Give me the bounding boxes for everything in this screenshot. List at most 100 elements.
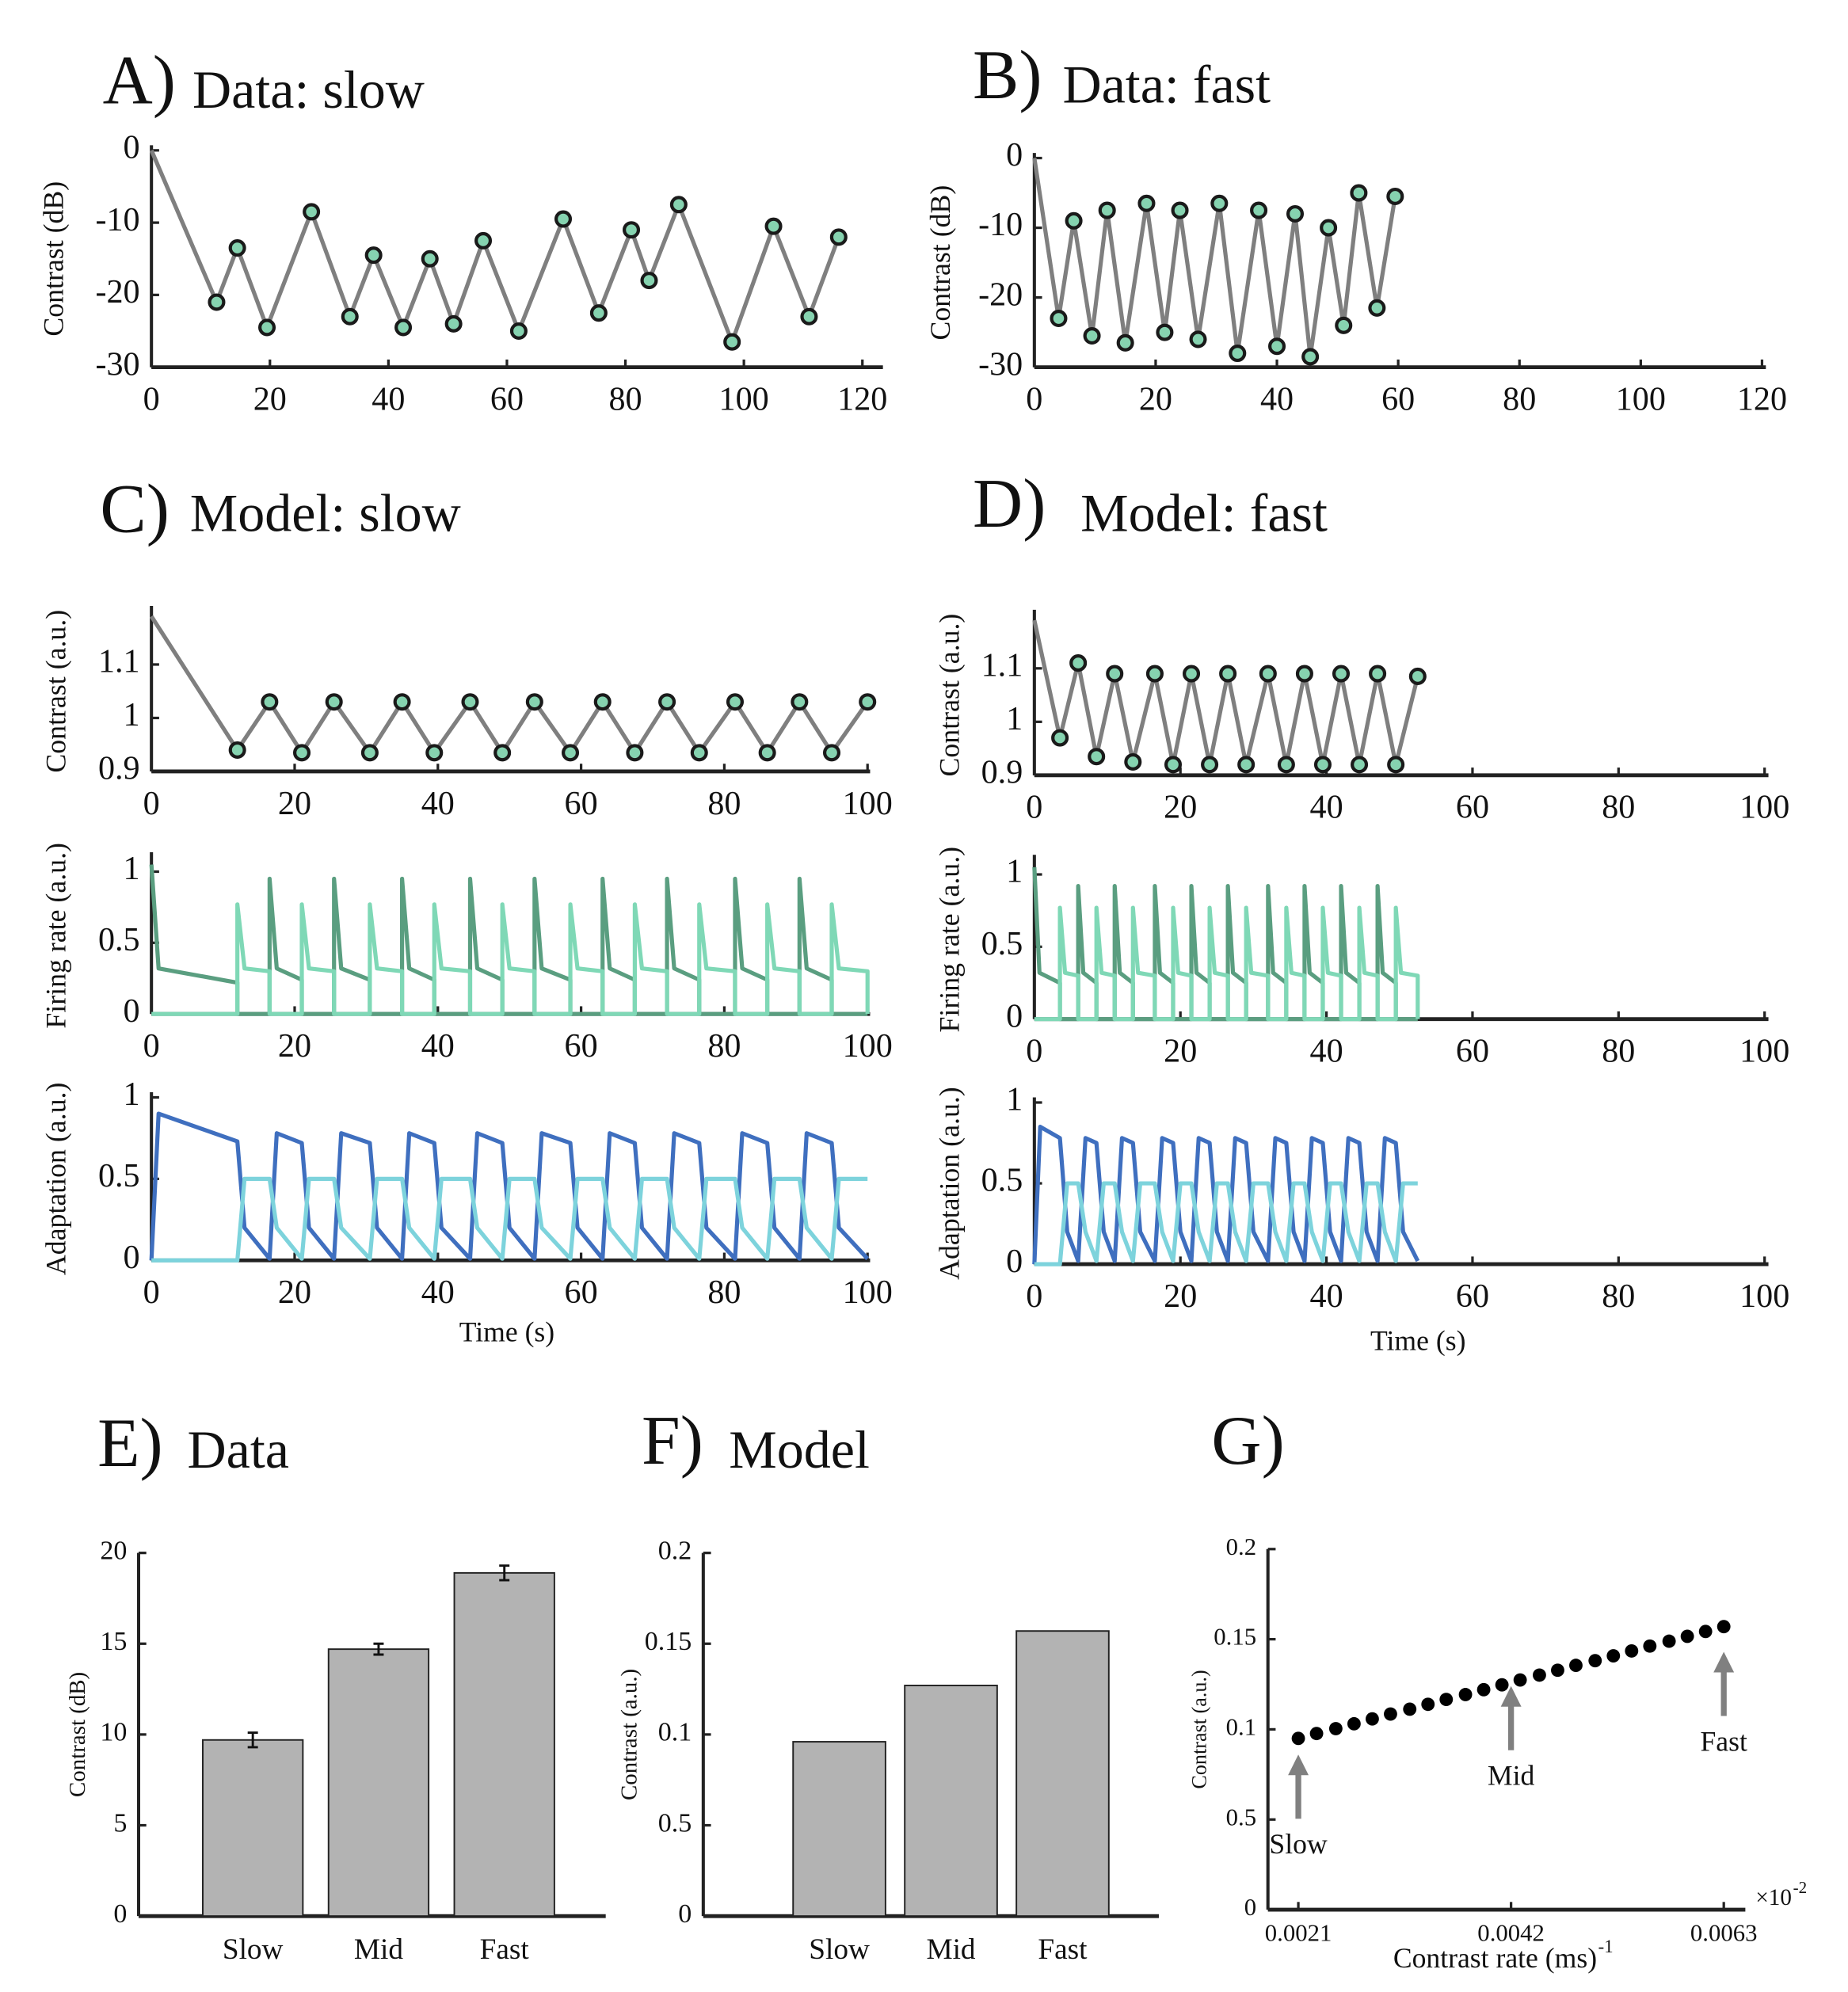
marker bbox=[1369, 665, 1387, 683]
marker bbox=[554, 210, 573, 228]
marker bbox=[1408, 667, 1427, 685]
x-tick-label: 80 bbox=[707, 1274, 741, 1311]
y-tick-label: 10 bbox=[100, 1718, 127, 1747]
x-tick-label: 20 bbox=[278, 1027, 311, 1065]
marker bbox=[474, 231, 493, 249]
bar bbox=[202, 1739, 304, 1918]
x-tick-label: 100 bbox=[1616, 381, 1666, 418]
marker bbox=[791, 693, 809, 711]
marker bbox=[1210, 194, 1229, 212]
marker bbox=[690, 744, 708, 762]
x-tick-label: 0 bbox=[143, 1274, 160, 1311]
bar bbox=[904, 1685, 998, 1918]
x-tick-label: 60 bbox=[565, 1027, 598, 1065]
marker bbox=[758, 744, 776, 762]
y-tick-label: 0.5 bbox=[98, 1157, 140, 1194]
panel-label: E) bbox=[97, 1404, 163, 1481]
marker bbox=[1219, 665, 1237, 683]
marker bbox=[421, 249, 439, 268]
panel-title: Model: slow bbox=[190, 482, 461, 543]
marker bbox=[1069, 654, 1088, 672]
line bbox=[149, 864, 868, 1016]
y-tick-label: 0.2 bbox=[1226, 1533, 1256, 1560]
y-tick-label: -30 bbox=[95, 345, 139, 383]
marker bbox=[1145, 665, 1164, 683]
x-axis-label: Time (s) bbox=[1370, 1325, 1465, 1357]
point bbox=[1698, 1624, 1713, 1639]
marker bbox=[562, 744, 580, 762]
x-tick-label: 40 bbox=[372, 381, 405, 418]
marker bbox=[341, 307, 359, 326]
marker bbox=[1350, 184, 1368, 202]
y-tick-label: 0.2 bbox=[658, 1536, 692, 1565]
y-tick-label: 0.5 bbox=[98, 921, 140, 958]
marker bbox=[1335, 316, 1353, 334]
marker bbox=[1065, 211, 1083, 230]
y-tick-label: -10 bbox=[95, 201, 139, 238]
marker bbox=[658, 693, 676, 711]
marker bbox=[626, 744, 644, 762]
point bbox=[1533, 1668, 1546, 1682]
x-tick-label: 40 bbox=[421, 1274, 455, 1311]
point bbox=[1588, 1654, 1602, 1668]
x-tick-label: 20 bbox=[1164, 1033, 1197, 1070]
x-tick-label: 40 bbox=[1260, 381, 1294, 418]
point bbox=[1717, 1620, 1731, 1634]
x-tick-label: 80 bbox=[1602, 1278, 1635, 1315]
x-multiplier-exponent: -2 bbox=[1793, 1878, 1808, 1897]
marker bbox=[261, 693, 279, 711]
marker bbox=[1250, 201, 1268, 219]
x-tick-label: 20 bbox=[1139, 381, 1172, 418]
x-tick-label: 60 bbox=[490, 381, 524, 418]
marker bbox=[1286, 204, 1305, 223]
annotation-arrowhead bbox=[1713, 1651, 1735, 1673]
y-tick-label: 0 bbox=[1006, 997, 1023, 1034]
marker bbox=[859, 693, 877, 711]
marker bbox=[800, 307, 818, 326]
y-axis-label: Contrast (a.u.) bbox=[933, 614, 965, 777]
marker bbox=[1088, 748, 1106, 766]
x-tick-label: 0 bbox=[143, 785, 160, 822]
y-tick-label: 0.5 bbox=[981, 925, 1023, 962]
panel-title: Model: fast bbox=[1080, 482, 1328, 543]
point bbox=[1439, 1693, 1454, 1707]
panel-title: Model bbox=[729, 1419, 870, 1480]
marker bbox=[394, 318, 413, 337]
x-axis-label-exponent: -1 bbox=[1598, 1937, 1614, 1956]
x-tick-label: Mid bbox=[926, 1933, 975, 1966]
x-axis-label: Time (s) bbox=[459, 1316, 554, 1347]
marker bbox=[726, 693, 744, 711]
line bbox=[149, 615, 870, 755]
x-tick-label: 20 bbox=[1164, 789, 1197, 826]
marker bbox=[525, 693, 543, 711]
y-tick-label: -30 bbox=[978, 345, 1023, 383]
y-tick-label: 0.15 bbox=[1214, 1624, 1256, 1651]
y-axis-label: Contrast (dB) bbox=[65, 1672, 90, 1797]
y-axis-label: Contrast (a.u.) bbox=[40, 610, 72, 773]
y-tick-label: 0 bbox=[124, 992, 140, 1030]
point bbox=[1309, 1727, 1324, 1741]
x-tick-label: Fast bbox=[480, 1933, 530, 1966]
marker bbox=[258, 318, 276, 337]
panel-title: Data: slow bbox=[192, 59, 425, 120]
x-tick-label: 80 bbox=[1602, 1033, 1635, 1070]
point bbox=[1680, 1629, 1694, 1643]
line bbox=[1032, 867, 1418, 1022]
annotation-label: Fast bbox=[1700, 1725, 1747, 1757]
y-tick-label: 0.5 bbox=[981, 1162, 1023, 1199]
marker bbox=[325, 693, 343, 711]
marker bbox=[509, 322, 528, 341]
x-tick-label: 60 bbox=[565, 785, 598, 822]
panel-title: Data: fast bbox=[1062, 54, 1271, 114]
y-axis-label: Contrast (a.u.) bbox=[1187, 1670, 1210, 1788]
marker bbox=[293, 744, 311, 762]
y-tick-label: -20 bbox=[978, 276, 1023, 313]
x-tick-label: 0.0021 bbox=[1265, 1919, 1332, 1946]
x-tick-label: Slow bbox=[809, 1933, 870, 1966]
marker bbox=[1156, 323, 1174, 341]
line bbox=[1034, 1181, 1418, 1266]
line bbox=[149, 149, 841, 345]
y-tick-label: 0.9 bbox=[981, 754, 1023, 791]
y-tick-label: 0 bbox=[124, 1239, 140, 1276]
y-tick-label: 0.9 bbox=[98, 750, 140, 787]
